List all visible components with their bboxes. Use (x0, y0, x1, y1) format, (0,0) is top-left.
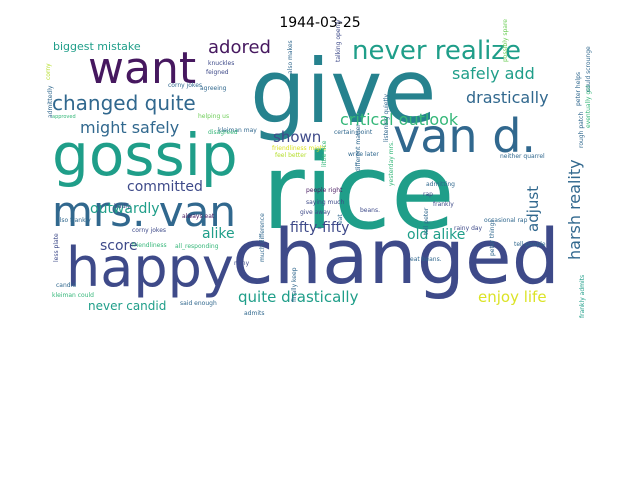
cloud-word: listening quietly (383, 94, 390, 142)
cloud-word: beans. (360, 207, 380, 214)
cloud-word: also makes (287, 40, 294, 74)
cloud-word: rice (262, 131, 455, 253)
cloud-word: quite drastically (238, 288, 359, 306)
cloud-word: friendliness might (272, 145, 327, 152)
cloud-word: shown (273, 128, 321, 146)
cloud-word: admittedly (47, 85, 54, 118)
cloud-word: peter things (489, 220, 496, 256)
cloud-word: corny (45, 63, 52, 80)
cloud-word: safely add (452, 64, 535, 83)
cloud-word: mrs. van (52, 187, 236, 236)
cloud-word: saying much (306, 199, 344, 206)
cloud-word: admits (244, 310, 264, 317)
cloud-word: eventually get (585, 84, 592, 128)
cloud-word: much difference (259, 213, 266, 262)
cloud-word: happy (66, 236, 234, 299)
cloud-word: score (100, 238, 138, 254)
cloud-word: all_responding (175, 243, 219, 250)
cloud-word: fifty-fifty (290, 220, 349, 236)
cloud-word: occasional rap (484, 217, 528, 224)
cloud-word: biggest mistake (53, 40, 141, 53)
cloud-word: drastically (466, 88, 549, 107)
cloud-word: certain point (334, 129, 373, 136)
cloud-word: rainy (234, 260, 250, 267)
cloud-word: badly. (114, 203, 132, 210)
cloud-word: people right (306, 187, 343, 194)
cloud-word: want (88, 43, 196, 94)
cloud-word: admitting (426, 181, 455, 188)
cloud-word: old alike (407, 227, 465, 243)
cloud-word: harsh reality (565, 159, 584, 260)
cloud-word: kleiman may (218, 127, 257, 134)
cloud-word: talking openly (335, 19, 342, 62)
cloud-word: feigned (206, 69, 229, 76)
cloud-word: finally keep (291, 267, 298, 302)
cloud-word: frankly admits (579, 275, 586, 318)
cloud-word: agreeing (200, 85, 227, 92)
cloud-word: neither quarrel (500, 153, 545, 160)
cloud-word: approved (52, 114, 76, 120)
cloud-word: adored (208, 37, 271, 58)
cloud-word: rough patch (578, 112, 585, 148)
cloud-word: helping us (198, 113, 229, 120)
cloud-word: always eat (182, 213, 215, 220)
cloud-word: changed (232, 212, 560, 301)
cloud-word: write later (348, 151, 379, 158)
cloud-word: yesterday mrs. (388, 141, 395, 186)
cloud-word: candid (56, 282, 76, 289)
cloud-word: van d. (393, 109, 536, 163)
cloud-word: outwardly (90, 201, 160, 217)
cloud-word: give (250, 40, 437, 143)
cloud-word: give away (300, 209, 331, 216)
cloud-word: corny jokes (132, 227, 166, 234)
cloud-word: corny jokes (168, 82, 202, 89)
cloud-word: disagreed (208, 129, 238, 136)
cloud-word: alike (202, 226, 235, 242)
cloud-word: less plate (53, 233, 60, 262)
cloud-word: adjust (524, 186, 542, 232)
cloud-word: might safely (80, 118, 179, 137)
cloud-word: frankly (433, 201, 454, 208)
cloud-word: rap (423, 191, 433, 198)
cloud-word: different matter (355, 124, 362, 172)
cloud-word: peter helps (575, 72, 582, 106)
cloud-word: kleiman could (52, 292, 94, 299)
cloud-word: enjoy life (478, 288, 547, 306)
cloud-word: committed (127, 179, 203, 195)
cloud-word: eat beans. (410, 256, 442, 263)
cloud-word: friendliness (132, 242, 167, 249)
cloud-word: possibly spare (502, 19, 509, 62)
cloud-word: tell peter (423, 207, 430, 235)
cloud-word: said enough (180, 300, 217, 307)
cloud-word: knuckles (208, 60, 234, 67)
cloud-word: could scrounge (585, 46, 592, 92)
cloud-word: critical outlook (340, 110, 459, 129)
cloud-word: feel better (275, 152, 307, 159)
cloud-word: never realize (352, 36, 521, 66)
figure-title: 1944-03-25 (279, 15, 360, 31)
cloud-word: also frankly (56, 217, 91, 224)
cloud-word: never candid (88, 299, 166, 313)
cloud-word: eat (337, 214, 344, 224)
cloud-word: rainy day (454, 225, 483, 232)
cloud-word: changed quite (52, 91, 196, 115)
cloud-word: little rice (321, 140, 328, 167)
cloud-word: tell people (514, 241, 546, 248)
cloud-word: gossip (52, 121, 238, 189)
